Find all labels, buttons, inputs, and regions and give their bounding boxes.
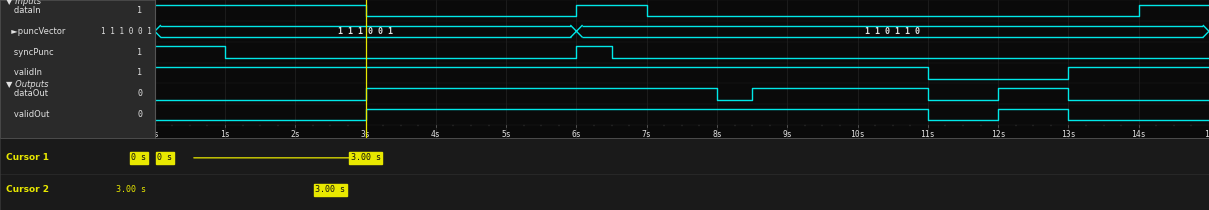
Text: 1: 1 bbox=[138, 6, 143, 15]
Text: ▼ Inputs: ▼ Inputs bbox=[6, 0, 41, 5]
Text: 0: 0 bbox=[138, 89, 143, 98]
Text: 0s: 0s bbox=[150, 130, 160, 139]
Text: 1: 1 bbox=[138, 48, 143, 57]
Text: 3.00 s: 3.00 s bbox=[116, 185, 146, 194]
Text: 0 s: 0 s bbox=[157, 153, 172, 162]
Text: syncPunc: syncPunc bbox=[6, 48, 54, 57]
Text: 1 1 0 1 1 0: 1 1 0 1 1 0 bbox=[866, 27, 920, 36]
Text: 6s: 6s bbox=[572, 130, 582, 139]
Text: 8s: 8s bbox=[712, 130, 722, 139]
Text: 3.00 s: 3.00 s bbox=[351, 153, 381, 162]
Text: Cursor 2: Cursor 2 bbox=[6, 185, 50, 194]
Text: 0 s: 0 s bbox=[132, 153, 146, 162]
Text: validIn: validIn bbox=[6, 68, 42, 77]
Text: 7s: 7s bbox=[642, 130, 652, 139]
Text: 1 1 1 0 0 1: 1 1 1 0 0 1 bbox=[339, 27, 393, 36]
Text: 11s: 11s bbox=[920, 130, 936, 139]
Text: 1: 1 bbox=[138, 68, 143, 77]
Text: 0: 0 bbox=[138, 110, 143, 119]
Text: 15: 15 bbox=[1204, 130, 1209, 139]
Text: 1s: 1s bbox=[220, 130, 230, 139]
Text: ►puncVector: ►puncVector bbox=[6, 27, 65, 36]
Text: Cursor 1: Cursor 1 bbox=[6, 153, 50, 162]
Text: 9s: 9s bbox=[782, 130, 792, 139]
Text: dataOut: dataOut bbox=[6, 89, 48, 98]
Text: ▼ Outputs: ▼ Outputs bbox=[6, 80, 48, 89]
Text: 13s: 13s bbox=[1062, 130, 1076, 139]
Text: 4s: 4s bbox=[432, 130, 441, 139]
Text: 14s: 14s bbox=[1132, 130, 1146, 139]
Text: 12s: 12s bbox=[991, 130, 1006, 139]
Text: validOut: validOut bbox=[6, 110, 50, 119]
Text: 3s: 3s bbox=[360, 130, 370, 139]
Text: 2s: 2s bbox=[290, 130, 300, 139]
Text: 10s: 10s bbox=[850, 130, 864, 139]
Text: 5s: 5s bbox=[502, 130, 511, 139]
Text: dataIn: dataIn bbox=[6, 6, 41, 15]
Text: 1 1 1 0 0 1: 1 1 1 0 0 1 bbox=[100, 27, 151, 36]
Text: 3.00 s: 3.00 s bbox=[316, 185, 346, 194]
